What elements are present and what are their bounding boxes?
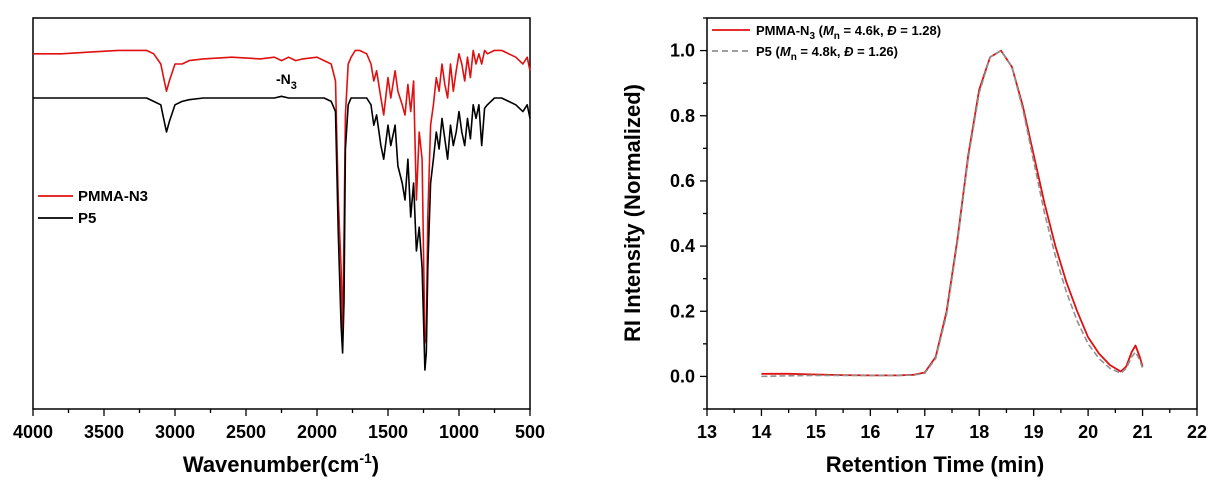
gpc-y-tick-label: 0.2 (670, 301, 695, 321)
gpc-x-tick-label: 13 (697, 422, 717, 442)
ftir-x-ticks: 4000 3500 3000 2500 2000 1500 1000 500 (13, 409, 545, 442)
gpc-x-tick-label: 15 (806, 422, 826, 442)
ftir-x-tick-label: 1500 (368, 422, 408, 442)
gpc-series-group (761, 49, 1144, 378)
ftir-x-tick-label: 1000 (439, 422, 479, 442)
ftir-x-tick-label: 4000 (13, 422, 53, 442)
gpc-legend-label-p5: P5 (Mn = 4.8k, Đ = 1.26) (756, 44, 898, 63)
gpc-legend-0-a-sub: 3 (809, 31, 815, 42)
gpc-legend-0-m: M (823, 23, 835, 38)
ftir-x-axis-label-main: Wavenumber(cm (183, 452, 359, 477)
gpc-legend-0-a: PMMA-N (756, 23, 809, 38)
ftir-x-axis-label-end: ) (372, 452, 379, 477)
gpc-y-tick-label: 0.6 (670, 171, 695, 191)
gpc-legend-0-m-sub: n (834, 31, 840, 42)
gpc-y-axis-label: RI Intensity (Normalized) (620, 84, 645, 342)
gpc-legend-1-c: = 4.8k, (797, 44, 844, 59)
gpc-legend-1-a: P5 (756, 44, 772, 59)
gpc-x-tick-label: 14 (751, 422, 771, 442)
gpc-x-tick-label: 21 (1133, 422, 1153, 442)
gpc-legend-0-d: Đ (887, 23, 897, 38)
gpc-legend-1-e: = 1.26) (854, 44, 898, 59)
ftir-x-tick-label: 2000 (297, 422, 337, 442)
gpc-legend-0-c: = 4.6k, (840, 23, 887, 38)
gpc-legend-1-m-sub: n (791, 52, 797, 63)
gpc-legend-label-pmma-n3: PMMA-N3 (Mn = 4.6k, Đ = 1.28) (756, 23, 941, 42)
gpc-chart: 13 14 15 16 17 18 19 20 21 22 0.0 0.2 0.4 0.6 0.8 1.0 P… (620, 17, 1207, 477)
gpc-x-tick-label: 16 (860, 422, 880, 442)
ftir-x-tick-label: 500 (515, 422, 545, 442)
gpc-legend-1-b: ( (772, 44, 781, 59)
ftir-series-line-p5 (33, 95, 531, 371)
gpc-series-line-pmma-n3 (761, 49, 1144, 377)
gpc-x-tick-label: 22 (1187, 422, 1207, 442)
ftir-x-tick-label: 3000 (155, 422, 195, 442)
gpc-y-tick-label: 0.8 (670, 106, 695, 126)
gpc-x-axis-label: Retention Time (min) (826, 452, 1044, 477)
gpc-y-tick-label: 1.0 (670, 41, 695, 61)
gpc-y-tick-label: 0.4 (670, 236, 695, 256)
ftir-x-axis-label-sup: -1 (359, 450, 372, 466)
gpc-legend-1-d: Đ (844, 44, 854, 59)
gpc-x-tick-label: 18 (969, 422, 989, 442)
ftir-series-group (33, 49, 531, 371)
ftir-series-line-pmma-n3 (33, 49, 531, 344)
ftir-annotation-sub: 3 (291, 80, 297, 92)
gpc-x-tick-label: 19 (1024, 422, 1044, 442)
ftir-legend-label-pmma-n3: PMMA-N3 (78, 188, 148, 205)
gpc-x-tick-label: 20 (1078, 422, 1098, 442)
ftir-x-axis-label: Wavenumber(cm-1) (183, 450, 379, 477)
ftir-annotation: -N3 (276, 71, 297, 92)
gpc-legend: PMMA-N3 (Mn = 4.6k, Đ = 1.28) P5 (Mn = 4… (712, 23, 941, 63)
gpc-y-tick-label: 0.0 (670, 366, 695, 386)
gpc-x-tick-label: 17 (915, 422, 935, 442)
gpc-series-line-p5 (761, 49, 1144, 378)
gpc-legend-0-b: ( (815, 23, 824, 38)
gpc-legend-0-e: = 1.28) (897, 23, 941, 38)
ftir-x-tick-label: 3500 (84, 422, 124, 442)
ftir-annotation-base: -N (276, 71, 291, 87)
ftir-legend-label-p5: P5 (78, 210, 96, 227)
ftir-legend: PMMA-N3 P5 (38, 188, 148, 227)
ftir-chart: 4000 3500 3000 2500 2000 1500 1000 500 -N3 PMMA… (13, 17, 545, 477)
ftir-x-tick-label: 2500 (226, 422, 266, 442)
gpc-axes-ticks: 13 14 15 16 17 18 19 20 21 22 0.0 0.2 0.4 0.6 0.8 1.0 (670, 17, 1207, 442)
gpc-legend-1-m: M (780, 44, 792, 59)
gpc-plot-frame (706, 17, 1198, 410)
